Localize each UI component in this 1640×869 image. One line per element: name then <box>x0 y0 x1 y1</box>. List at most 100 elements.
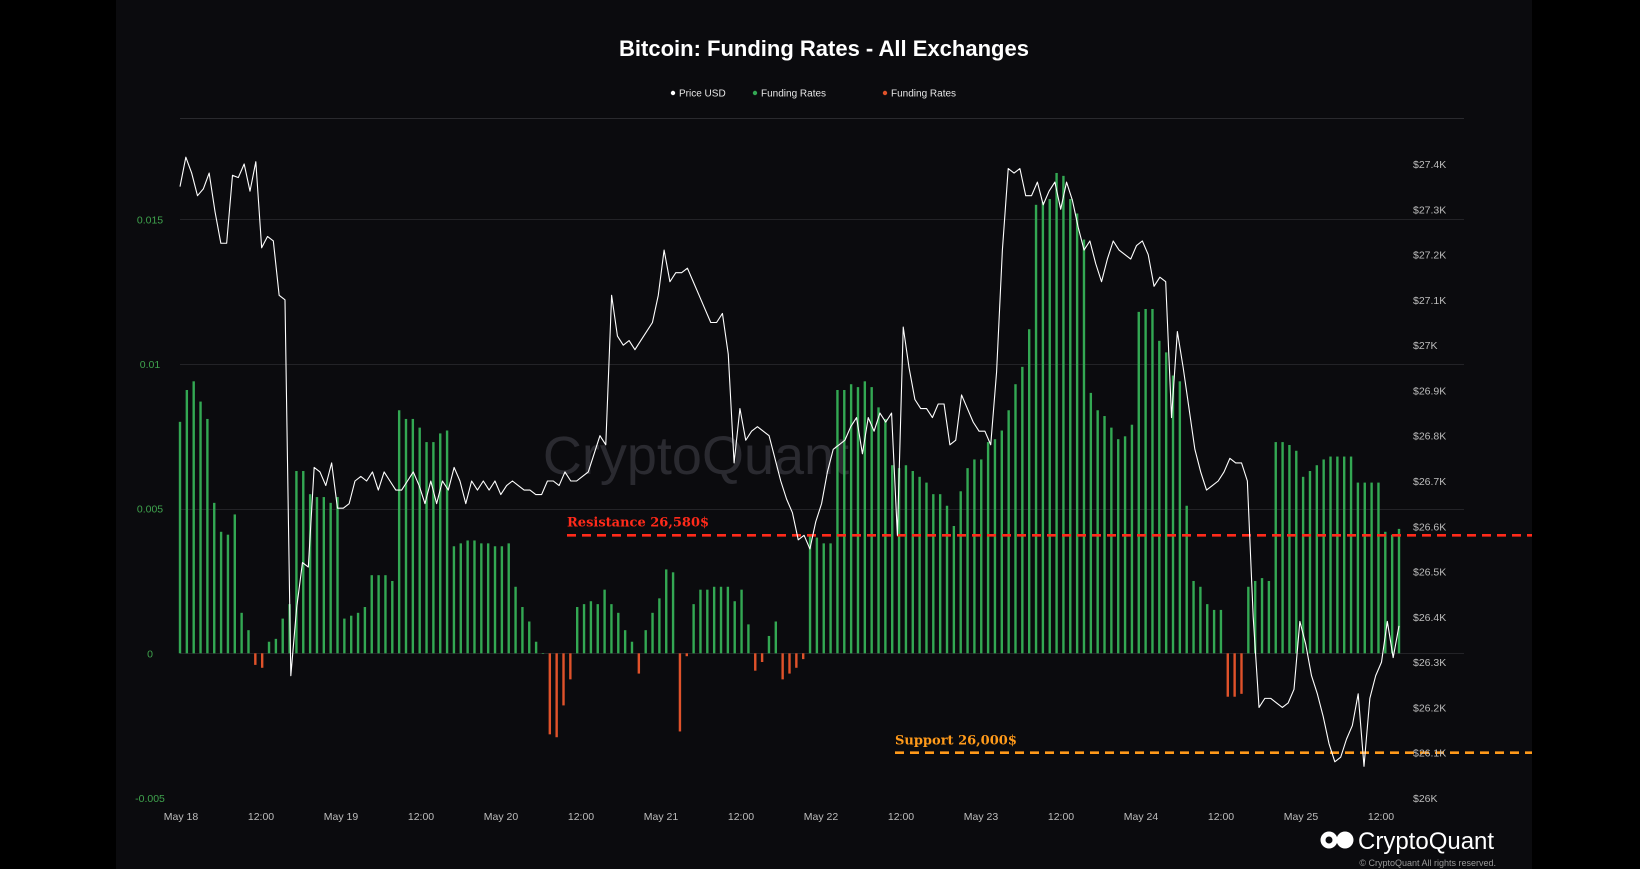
funding-bar-positive[interactable] <box>603 589 606 654</box>
funding-bar-positive[interactable] <box>1137 311 1140 654</box>
funding-bar-positive[interactable] <box>576 607 579 654</box>
funding-bar-positive[interactable] <box>411 418 415 654</box>
funding-bar-positive[interactable] <box>452 546 456 654</box>
funding-bar-positive[interactable] <box>1212 609 1216 654</box>
funding-bar-positive[interactable] <box>1390 534 1394 654</box>
funding-bar-positive[interactable] <box>938 494 942 654</box>
funding-bar-positive[interactable] <box>1062 175 1065 654</box>
funding-bar-positive[interactable] <box>808 534 812 654</box>
funding-bar-positive[interactable] <box>391 580 394 654</box>
funding-bar-negative[interactable] <box>260 653 264 668</box>
funding-bar-positive[interactable] <box>829 543 832 654</box>
funding-bar-positive[interactable] <box>534 641 538 654</box>
funding-bar-positive[interactable] <box>507 543 510 654</box>
funding-bar-positive[interactable] <box>1014 384 1017 654</box>
funding-bar-positive[interactable] <box>247 630 250 654</box>
funding-bar-positive[interactable] <box>1178 381 1182 654</box>
funding-bar-positive[interactable] <box>856 387 860 654</box>
funding-bar-positive[interactable] <box>1377 482 1380 654</box>
funding-bar-positive[interactable] <box>932 494 935 654</box>
funding-bar-positive[interactable] <box>1206 604 1209 654</box>
funding-bar-positive[interactable] <box>425 442 428 654</box>
funding-bar-positive[interactable] <box>1021 366 1024 654</box>
funding-bar-positive[interactable] <box>480 543 483 654</box>
funding-bar-positive[interactable] <box>1260 578 1264 654</box>
funding-bar-positive[interactable] <box>726 586 730 654</box>
funding-bar-positive[interactable] <box>1082 239 1086 654</box>
funding-bar-positive[interactable] <box>514 586 517 654</box>
funding-bar-positive[interactable] <box>1274 442 1277 654</box>
funding-bar-positive[interactable] <box>1185 505 1188 654</box>
funding-bar-positive[interactable] <box>1199 586 1202 654</box>
funding-bar-positive[interactable] <box>1007 410 1010 654</box>
funding-bar-positive[interactable] <box>1370 482 1373 654</box>
funding-bar-positive[interactable] <box>911 471 914 654</box>
funding-bar-positive[interactable] <box>692 604 695 654</box>
funding-bar-positive[interactable] <box>904 465 908 654</box>
funding-bar-positive[interactable] <box>418 427 421 654</box>
funding-bar-positive[interactable] <box>1281 442 1284 654</box>
funding-bar-negative[interactable] <box>254 653 257 665</box>
funding-bar-positive[interactable] <box>1096 410 1099 654</box>
funding-bar-positive[interactable] <box>178 421 182 654</box>
funding-bar-positive[interactable] <box>747 624 750 654</box>
funding-bar-positive[interactable] <box>521 607 524 654</box>
funding-bar-positive[interactable] <box>466 540 469 654</box>
funding-bar-positive[interactable] <box>1397 528 1401 654</box>
funding-bar-positive[interactable] <box>1384 531 1387 654</box>
funding-bar-negative[interactable] <box>788 653 791 674</box>
funding-bar-positive[interactable] <box>863 381 867 654</box>
funding-bar-positive[interactable] <box>1075 213 1079 654</box>
funding-bar-positive[interactable] <box>226 534 230 654</box>
funding-bar-positive[interactable] <box>267 641 271 654</box>
funding-bar-positive[interactable] <box>918 476 921 654</box>
funding-bar-positive[interactable] <box>843 390 846 654</box>
funding-bar-positive[interactable] <box>192 381 195 654</box>
funding-bar-positive[interactable] <box>1069 199 1072 654</box>
funding-bar-positive[interactable] <box>315 497 319 654</box>
funding-bar-positive[interactable] <box>610 604 613 654</box>
funding-bar-positive[interactable] <box>706 589 709 654</box>
funding-bar-positive[interactable] <box>671 572 675 654</box>
funding-bar-positive[interactable] <box>1253 580 1257 654</box>
funding-bar-positive[interactable] <box>1219 609 1223 654</box>
funding-bar-positive[interactable] <box>1027 329 1031 654</box>
funding-bar-positive[interactable] <box>1164 352 1168 654</box>
funding-bar-positive[interactable] <box>1048 199 1051 654</box>
funding-bar-positive[interactable] <box>219 531 223 654</box>
funding-bar-positive[interactable] <box>302 471 305 654</box>
funding-bar-positive[interactable] <box>1288 444 1291 654</box>
legend-funding-rates-positive[interactable]: Funding Rates <box>761 89 826 100</box>
funding-bar-positive[interactable] <box>1295 450 1298 654</box>
funding-bar-negative[interactable] <box>781 653 784 680</box>
funding-bar-positive[interactable] <box>493 546 497 654</box>
funding-bar-positive[interactable] <box>350 615 353 654</box>
funding-bar-negative[interactable] <box>678 653 682 732</box>
funding-bar-positive[interactable] <box>404 418 408 654</box>
funding-bar-positive[interactable] <box>432 442 435 654</box>
funding-bar-positive[interactable] <box>1151 308 1154 654</box>
funding-bar-negative[interactable] <box>802 653 805 660</box>
funding-bar-positive[interactable] <box>1301 476 1305 654</box>
funding-bar-positive[interactable] <box>500 546 504 654</box>
funding-bar-positive[interactable] <box>767 635 771 654</box>
funding-bar-positive[interactable] <box>617 612 620 654</box>
funding-bar-positive[interactable] <box>658 598 661 654</box>
funding-bar-positive[interactable] <box>384 575 387 654</box>
funding-bar-positive[interactable] <box>199 401 202 654</box>
funding-bar-positive[interactable] <box>240 612 243 654</box>
funding-bar-positive[interactable] <box>541 653 545 654</box>
funding-bar-negative[interactable] <box>795 653 798 668</box>
funding-bar-positive[interactable] <box>740 589 743 654</box>
funding-bar-positive[interactable] <box>774 621 777 654</box>
funding-bar-positive[interactable] <box>1103 416 1106 654</box>
funding-bar-positive[interactable] <box>815 537 819 654</box>
funding-bar-positive[interactable] <box>281 618 284 654</box>
funding-bar-positive[interactable] <box>952 526 956 654</box>
funding-bar-positive[interactable] <box>1315 465 1319 654</box>
funding-bar-positive[interactable] <box>993 439 997 654</box>
funding-bar-positive[interactable] <box>185 390 189 654</box>
funding-bar-positive[interactable] <box>213 502 216 654</box>
funding-bar-positive[interactable] <box>925 482 928 654</box>
funding-bar-positive[interactable] <box>836 390 839 654</box>
